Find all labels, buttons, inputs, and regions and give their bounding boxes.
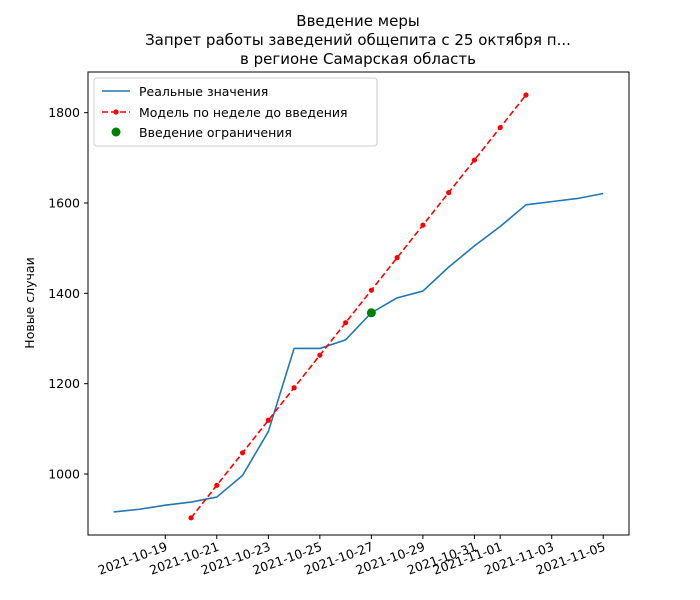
y-axis-ticks: 1000 1200 1400 1600 1800 bbox=[48, 105, 88, 482]
model-point bbox=[471, 157, 478, 163]
model-point bbox=[291, 385, 297, 391]
legend-label-real: Реальные значения bbox=[139, 84, 268, 99]
legend-marker-model bbox=[113, 109, 119, 115]
model-point bbox=[523, 92, 529, 98]
model-point bbox=[317, 352, 323, 358]
legend: Реальные значения Модель по неделе до вв… bbox=[93, 77, 378, 147]
y-axis-label: Новые случаи bbox=[22, 257, 37, 348]
legend-label-restriction: Введение ограничения bbox=[139, 125, 292, 140]
chart-title: Введение меры Запрет работы заведений об… bbox=[145, 12, 571, 68]
y-tick-label: 1800 bbox=[48, 105, 80, 120]
model-point bbox=[394, 255, 400, 261]
model-point bbox=[265, 417, 271, 423]
model-point bbox=[343, 320, 349, 326]
model-point bbox=[214, 482, 220, 488]
legend-label-model: Модель по неделе до введения bbox=[139, 105, 348, 120]
y-tick-label: 1400 bbox=[48, 286, 80, 301]
chart-title-line-3: в регионе Самарская область bbox=[240, 50, 476, 68]
model-point bbox=[446, 190, 452, 196]
y-tick-label: 1600 bbox=[48, 195, 80, 210]
model-point bbox=[368, 287, 374, 293]
y-tick-label: 1000 bbox=[48, 467, 80, 482]
plot-frame bbox=[87, 71, 630, 536]
chart-title-line-1: Введение меры bbox=[296, 12, 419, 30]
series-line-real-values bbox=[113, 192, 604, 513]
y-tick-label: 1200 bbox=[48, 376, 80, 391]
model-point bbox=[239, 450, 246, 456]
x-axis-ticks: 2021-10-192021-10-212021-10-232021-10-25… bbox=[96, 535, 607, 578]
legend-box bbox=[93, 77, 378, 147]
chart-title-line-2: Запрет работы заведений общепита с 25 ок… bbox=[145, 31, 571, 49]
legend-marker-restriction bbox=[111, 127, 121, 137]
model-point bbox=[497, 124, 503, 131]
plot-series bbox=[113, 92, 604, 521]
restriction-marker bbox=[366, 308, 376, 318]
model-point bbox=[188, 515, 194, 521]
model-point bbox=[420, 222, 426, 228]
